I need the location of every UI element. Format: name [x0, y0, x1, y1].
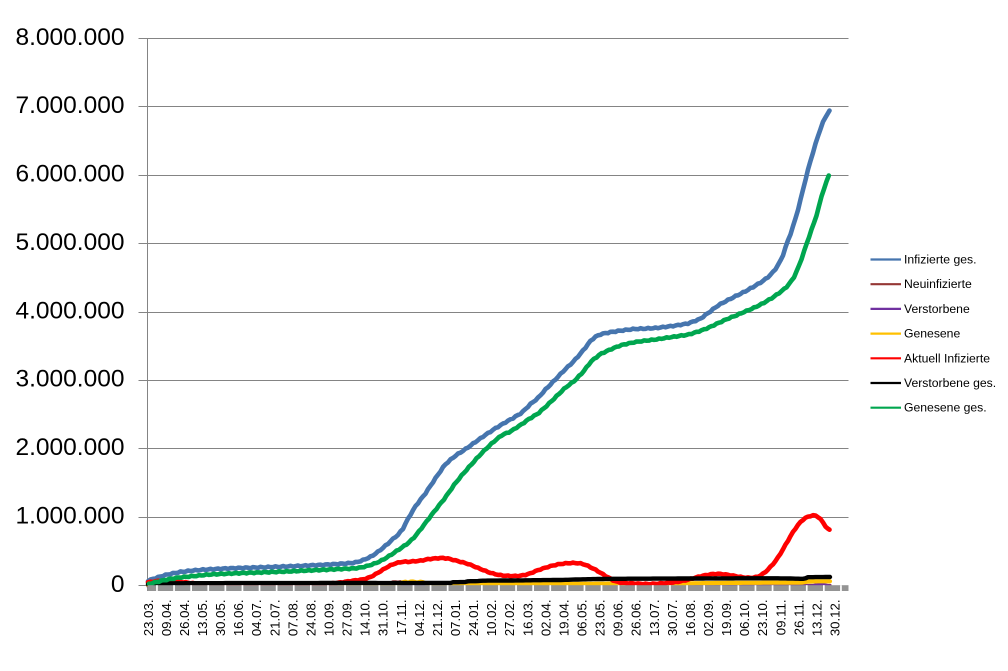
- svg-text:16.03.: 16.03.: [520, 600, 535, 637]
- svg-text:27.09.: 27.09.: [340, 600, 355, 637]
- svg-text:Aktuell Infizierte: Aktuell Infizierte: [904, 351, 990, 365]
- svg-text:04.07.: 04.07.: [249, 600, 264, 637]
- svg-text:30.07.: 30.07.: [665, 600, 680, 637]
- svg-text:5.000.000: 5.000.000: [16, 229, 125, 256]
- svg-text:09.11.: 09.11.: [773, 600, 788, 636]
- svg-text:06.10.: 06.10.: [737, 600, 752, 637]
- svg-text:02.04.: 02.04.: [538, 600, 553, 637]
- svg-text:21.07.: 21.07.: [267, 600, 282, 637]
- svg-text:26.11.: 26.11.: [791, 600, 806, 636]
- svg-text:8.000.000: 8.000.000: [16, 24, 125, 51]
- svg-text:16.06.: 16.06.: [231, 600, 246, 637]
- svg-text:06.05.: 06.05.: [574, 600, 589, 637]
- svg-text:19.09.: 19.09.: [719, 600, 734, 637]
- svg-text:0: 0: [111, 571, 125, 598]
- svg-text:6.000.000: 6.000.000: [16, 161, 125, 188]
- svg-text:Verstorbene: Verstorbene: [904, 302, 970, 316]
- svg-text:Infizierte ges.: Infizierte ges.: [904, 253, 976, 267]
- svg-text:30.12.: 30.12.: [827, 600, 842, 637]
- svg-text:24.08.: 24.08.: [303, 600, 318, 637]
- svg-text:2.000.000: 2.000.000: [16, 434, 125, 461]
- svg-text:13.05.: 13.05.: [195, 600, 210, 637]
- svg-text:27.02.: 27.02.: [502, 600, 517, 637]
- svg-text:09.04.: 09.04.: [159, 600, 174, 637]
- svg-text:23.05.: 23.05.: [593, 600, 608, 637]
- svg-text:30.05.: 30.05.: [213, 600, 228, 637]
- svg-text:14.10.: 14.10.: [358, 600, 373, 637]
- svg-text:04.12.: 04.12.: [412, 600, 427, 637]
- svg-text:1.000.000: 1.000.000: [16, 502, 125, 529]
- svg-text:17.11.: 17.11.: [394, 600, 409, 636]
- svg-text:21.12.: 21.12.: [430, 600, 445, 637]
- svg-text:10.09.: 10.09.: [322, 600, 337, 637]
- svg-text:16.08.: 16.08.: [683, 600, 698, 637]
- svg-text:07.08.: 07.08.: [285, 600, 300, 637]
- svg-text:26.06.: 26.06.: [629, 600, 644, 637]
- svg-text:13.07.: 13.07.: [647, 600, 662, 637]
- svg-text:7.000.000: 7.000.000: [16, 92, 125, 119]
- svg-text:3.000.000: 3.000.000: [16, 366, 125, 393]
- svg-text:31.10.: 31.10.: [376, 600, 391, 637]
- svg-text:26.04.: 26.04.: [177, 600, 192, 637]
- svg-text:23.03.: 23.03.: [141, 600, 156, 637]
- svg-text:07.01.: 07.01.: [448, 600, 463, 637]
- svg-text:Genesene: Genesene: [904, 327, 960, 341]
- svg-text:19.04.: 19.04.: [556, 600, 571, 637]
- svg-text:23.10.: 23.10.: [755, 600, 770, 637]
- svg-text:4.000.000: 4.000.000: [16, 297, 125, 324]
- svg-text:10.02.: 10.02.: [484, 600, 499, 637]
- svg-text:24.01.: 24.01.: [466, 600, 481, 637]
- svg-text:13.12.: 13.12.: [809, 600, 824, 637]
- svg-text:Verstorbene ges.: Verstorbene ges.: [904, 376, 996, 390]
- svg-text:Neuinfizierte: Neuinfizierte: [904, 277, 972, 291]
- svg-text:Genesene ges.: Genesene ges.: [904, 401, 987, 415]
- svg-text:02.09.: 02.09.: [701, 600, 716, 637]
- svg-text:09.06.: 09.06.: [611, 600, 626, 637]
